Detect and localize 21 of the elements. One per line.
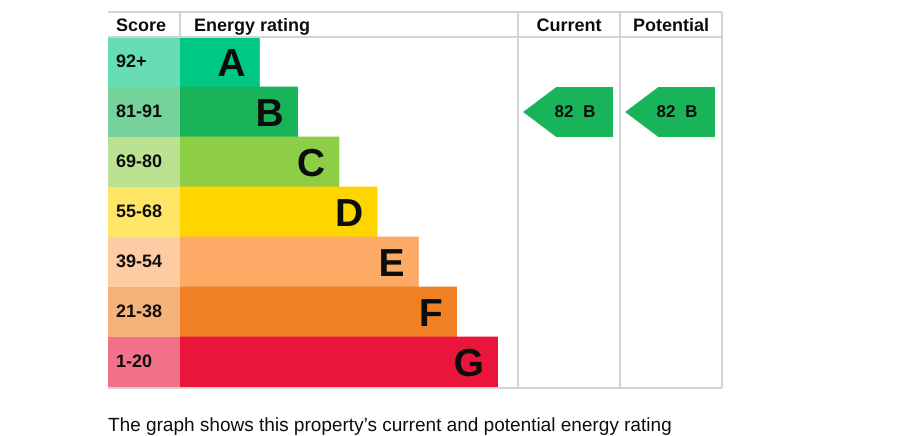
y-tick-label: 69-80 — [116, 150, 162, 171]
annotation: A — [217, 42, 246, 85]
text: The graph shows this property’s current and potential energy rating — [108, 415, 672, 436]
y-tick-label: 55-68 — [116, 200, 162, 221]
y-tick-label: 1-20 — [116, 350, 152, 371]
text: 82 B — [554, 102, 596, 122]
annotation: G — [454, 342, 484, 385]
annotation: B — [255, 92, 284, 135]
annotation: E — [378, 242, 404, 285]
text: 82 B — [656, 102, 698, 122]
text: Potential — [632, 15, 710, 35]
y-tick-label: 92+ — [116, 50, 147, 71]
annotation: D — [334, 192, 364, 235]
annotation: C — [296, 142, 325, 185]
y-tick-label: 21-38 — [116, 300, 162, 321]
x-axis-title: Energy rating — [194, 15, 310, 35]
annotation: F — [418, 292, 443, 335]
y-axis-title: Score — [116, 15, 166, 35]
text: Current — [536, 15, 602, 35]
y-tick-label: 39-54 — [116, 250, 162, 271]
y-tick-label: 81-91 — [116, 100, 162, 121]
